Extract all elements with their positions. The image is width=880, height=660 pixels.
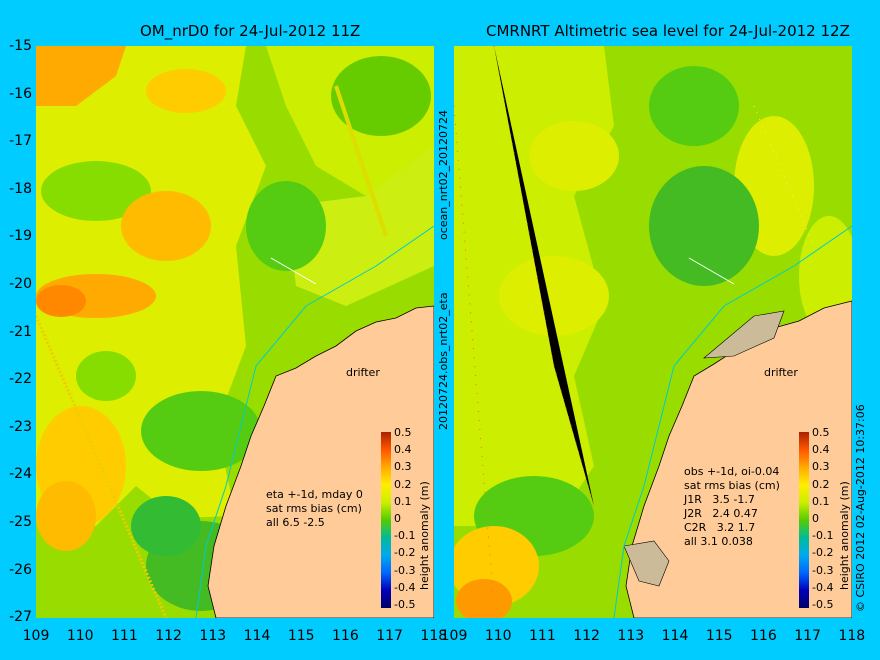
- right-map-svg: [454, 46, 852, 618]
- longitude-tick: 113: [617, 628, 645, 644]
- legend-line: C2R 3.2 1.7: [684, 521, 756, 534]
- longitude-tick: 113: [199, 628, 227, 644]
- latitude-tick: -15: [9, 38, 32, 54]
- longitude-tick: 117: [376, 628, 403, 644]
- legend-line: obs +-1d, oi-0.04: [684, 465, 780, 478]
- latitude-tick: -23: [9, 418, 32, 435]
- left-map-svg: [36, 46, 434, 618]
- right-map-title: CMRNRT Altimetric sea level for 24-Jul-2…: [486, 22, 850, 40]
- colorbar-tick: 0.3: [394, 460, 412, 474]
- longitude-tick: 114: [243, 628, 271, 644]
- colorbar-tick: -0.3: [394, 563, 416, 577]
- latitude-tick: -19: [9, 228, 32, 245]
- legend-line: all 6.5 -2.5: [266, 516, 325, 529]
- left-colorbar: [381, 432, 391, 608]
- longitude-tick: 118: [420, 628, 448, 644]
- legend-line: sat rms bias (cm): [684, 479, 780, 492]
- longitude-tick: 111: [529, 628, 556, 644]
- longitude-tick: 116: [750, 628, 777, 644]
- latitude-tick: -20: [9, 276, 32, 292]
- left-map-title: OM_nrD0 for 24-Jul-2012 11Z: [140, 22, 361, 40]
- latitude-tick: -17: [9, 133, 32, 150]
- longitude-tick: 112: [573, 628, 600, 644]
- colorbar-tick: -0.4: [812, 580, 834, 594]
- left-legend-text: eta +-1d, mday 0 sat rms bias (cm) all 6.5…: [266, 488, 363, 530]
- latitude-tick: -26: [9, 561, 32, 578]
- colorbar-tick: -0.1: [394, 529, 416, 543]
- colorbar-tick: -0.3: [812, 563, 834, 577]
- legend-line: all 3.1 0.038: [684, 535, 753, 548]
- latitude-tick: -27: [9, 609, 32, 626]
- colorbar-tick: 0.5: [812, 426, 830, 439]
- latitude-tick: -16: [9, 85, 32, 102]
- right-map-panel: [454, 46, 852, 618]
- longitude-tick: 110: [66, 628, 94, 644]
- legend-line: J2R 2.4 0.47: [684, 507, 758, 520]
- colorbar-tick: 0.1: [812, 494, 830, 508]
- legend-line: eta +-1d, mday 0: [266, 488, 363, 501]
- latitude-tick: -21: [9, 323, 32, 340]
- file-label-top: ocean_nrt02_20120724: [437, 109, 450, 240]
- latitude-tick: -25: [9, 514, 32, 530]
- colorbar-tick: 0.1: [394, 494, 412, 508]
- colorbar-tick: -0.2: [394, 546, 416, 560]
- latitude-tick: -22: [9, 371, 32, 388]
- colorbar-tick: 0: [394, 512, 401, 525]
- file-label-bottom: 20120724.obs_nrt02_eta: [437, 292, 450, 430]
- longitude-tick: 110: [484, 628, 512, 644]
- left-colorbar-label: height anomaly (m): [418, 481, 431, 590]
- colorbar-tick: -0.4: [394, 580, 416, 594]
- longitude-tick: 115: [287, 628, 315, 644]
- longitude-tick: 116: [332, 628, 359, 644]
- colorbar-tick: -0.5: [812, 598, 834, 611]
- latitude-tick: -18: [9, 180, 32, 197]
- longitude-tick: 114: [661, 628, 689, 644]
- longitude-tick: 112: [155, 628, 182, 644]
- colorbar-tick: -0.5: [394, 598, 416, 611]
- colorbar-tick: 0.3: [812, 460, 830, 474]
- longitude-tick: 109: [440, 628, 468, 644]
- right-colorbar-label: height anomaly (m): [838, 481, 851, 590]
- legend-line: J1R 3.5 -1.7: [684, 493, 755, 506]
- left-map-panel: [36, 46, 434, 618]
- legend-line: sat rms bias (cm): [266, 502, 362, 515]
- longitude-tick: 109: [22, 628, 50, 644]
- longitude-tick: 111: [111, 628, 138, 644]
- left-drifter-label: drifter: [346, 366, 380, 379]
- longitude-tick: 115: [705, 628, 733, 644]
- colorbar-tick: -0.1: [812, 529, 834, 543]
- longitude-tick: 117: [794, 628, 821, 644]
- colorbar-tick: 0.2: [394, 477, 412, 491]
- right-drifter-label: drifter: [764, 366, 798, 379]
- colorbar-tick: 0: [812, 512, 819, 525]
- longitude-tick: 118: [838, 628, 866, 644]
- latitude-tick: -24: [9, 466, 32, 483]
- colorbar-tick: 0.4: [812, 443, 830, 457]
- credit-label: © CSIRO 2012 02-Aug-2012 10:37:06: [854, 404, 867, 612]
- colorbar-tick: 0.2: [812, 477, 830, 491]
- right-legend-text: obs +-1d, oi-0.04 sat rms bias (cm) J1R 3.…: [684, 465, 780, 549]
- colorbar-tick: 0.5: [394, 426, 412, 439]
- colorbar-tick: 0.4: [394, 443, 412, 457]
- right-colorbar: [799, 432, 809, 608]
- colorbar-tick: -0.2: [812, 546, 834, 560]
